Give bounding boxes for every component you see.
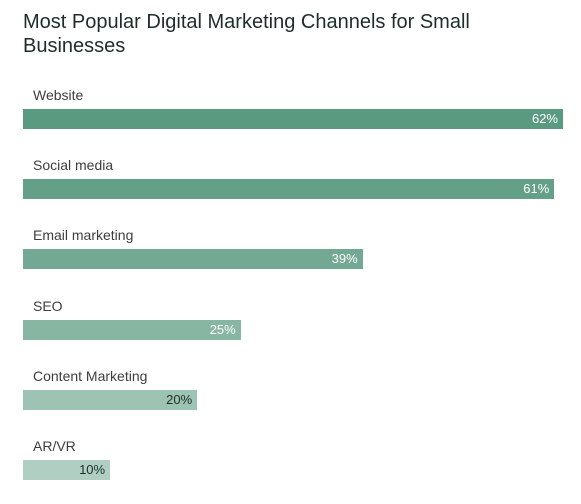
bar (23, 249, 363, 270)
value-label: 20% (166, 391, 193, 407)
value-label: 62% (531, 111, 558, 126)
value-label: 25% (209, 321, 236, 337)
category-label: Social media (33, 157, 114, 174)
chart-title: Most Popular Digital Marketing Channels … (23, 11, 470, 57)
bar (23, 179, 555, 200)
value-label: 10% (79, 462, 106, 477)
bar (23, 389, 198, 410)
bar (23, 109, 563, 129)
category-label: SEO (33, 297, 63, 314)
category-label: Content Marketing (33, 367, 148, 384)
category-label: AR/VR (33, 438, 76, 454)
category-label: Website (33, 87, 84, 103)
bar (23, 319, 241, 340)
value-label: 39% (331, 251, 358, 267)
bar (23, 460, 111, 480)
value-label: 61% (523, 181, 550, 197)
category-label: Email marketing (33, 227, 134, 244)
